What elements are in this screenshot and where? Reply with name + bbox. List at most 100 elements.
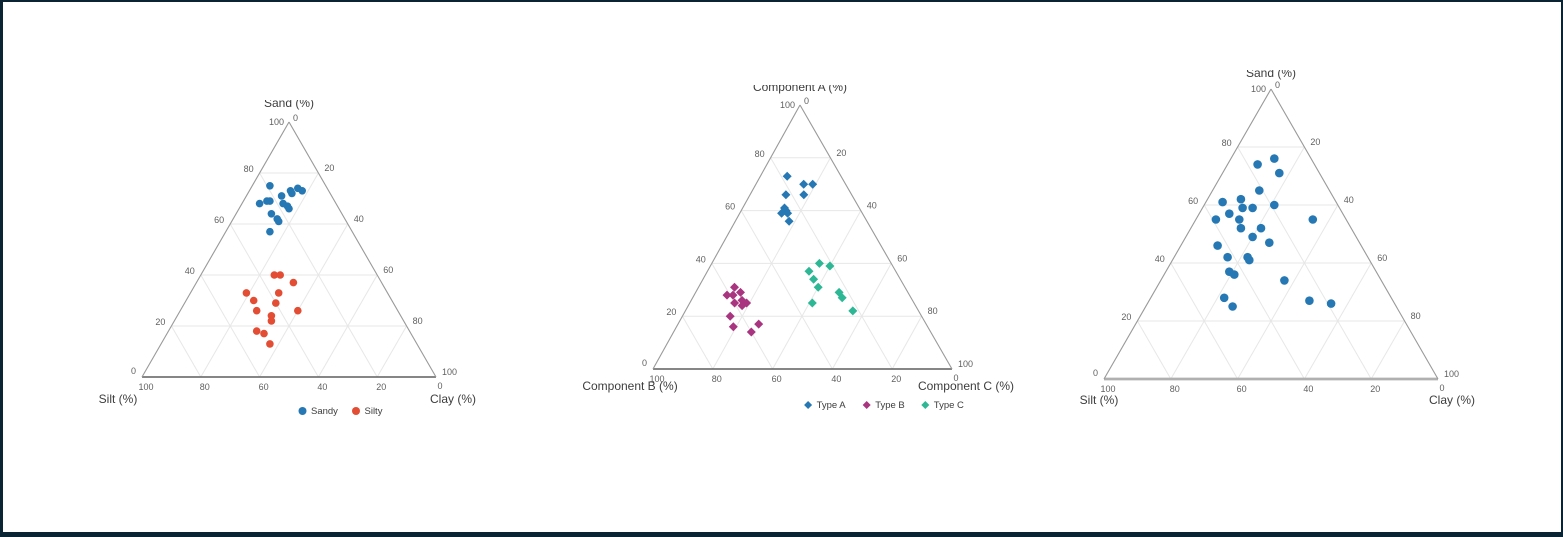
data-point[interactable] — [1248, 232, 1257, 242]
data-point[interactable] — [825, 261, 835, 271]
data-point[interactable] — [249, 296, 258, 305]
data-point[interactable] — [277, 192, 286, 200]
data-point[interactable] — [777, 208, 787, 218]
data-point[interactable] — [799, 179, 809, 189]
data-point[interactable] — [298, 187, 306, 195]
data-point[interactable] — [837, 293, 847, 303]
data-point[interactable] — [266, 340, 274, 348]
data-point[interactable] — [1255, 186, 1264, 195]
data-point[interactable] — [809, 274, 819, 284]
data-point[interactable] — [1230, 270, 1239, 279]
data-point[interactable] — [754, 319, 764, 329]
data-point[interactable] — [274, 217, 283, 226]
data-point[interactable] — [266, 197, 274, 205]
tick-right-axis: 60 — [1377, 253, 1387, 263]
data-point[interactable] — [730, 282, 739, 292]
data-point[interactable] — [742, 298, 752, 308]
data-point[interactable] — [1265, 238, 1274, 247]
data-point[interactable] — [1253, 160, 1262, 169]
tick-left-axis: 60 — [214, 215, 224, 225]
tick-left-axis: 20 — [155, 317, 165, 327]
data-point[interactable] — [285, 204, 293, 213]
ternary-plot-components[interactable]: 100 0 80 60 40 20 0 20 40 60 80 100 100 80 60 40 20 0 Comp… — [580, 85, 1020, 418]
data-point[interactable] — [1225, 209, 1234, 218]
tick-top-left: 100 — [780, 100, 795, 110]
data-point[interactable] — [1326, 299, 1336, 308]
data-point[interactable] — [736, 287, 745, 297]
data-point[interactable] — [808, 179, 818, 189]
tick-bottom-axis: 100 — [649, 374, 664, 384]
data-point[interactable] — [807, 298, 817, 308]
data-point[interactable] — [288, 189, 296, 198]
data-point[interactable] — [1223, 252, 1232, 262]
data-point[interactable] — [799, 190, 809, 200]
data-point[interactable] — [252, 306, 261, 315]
data-point[interactable] — [274, 289, 283, 297]
series-Sandy — [255, 182, 306, 236]
data-point[interactable] — [814, 258, 824, 268]
data-point[interactable] — [276, 271, 284, 279]
data-point[interactable] — [1211, 215, 1221, 224]
data-point[interactable] — [1275, 168, 1284, 178]
data-point[interactable] — [784, 216, 794, 226]
data-point[interactable] — [272, 299, 280, 307]
series-Silty — [242, 271, 302, 348]
data-point[interactable] — [267, 317, 276, 325]
data-point[interactable] — [252, 327, 261, 335]
legend-item-type-c[interactable]: Type C — [921, 400, 964, 411]
data-point[interactable] — [266, 227, 274, 236]
legend-item-type-b[interactable]: Type B — [862, 400, 905, 411]
data-point[interactable] — [260, 329, 268, 338]
data-point[interactable] — [725, 311, 735, 321]
ternary-plot-soil-left[interactable]: 100 0 80 60 40 20 0 20 40 60 80 100 100 80 60 40 20 0 Sand… — [80, 100, 500, 430]
legend-item-type-a[interactable]: Type A — [804, 400, 846, 411]
data-point[interactable] — [813, 282, 823, 292]
data-point[interactable] — [728, 322, 738, 332]
data-point[interactable] — [848, 306, 858, 316]
tick-right-axis: 100 — [1444, 369, 1459, 379]
data-point[interactable] — [722, 290, 732, 300]
data-point[interactable] — [1256, 223, 1266, 233]
data-point[interactable] — [270, 271, 279, 279]
tick-right-axis: 80 — [1411, 311, 1421, 321]
ternary-plot-soil-right[interactable]: 100 0 80 60 40 20 0 20 40 60 80 100 100 80 60 40 20 0 Sand… — [1060, 70, 1520, 415]
data-point[interactable] — [1270, 200, 1279, 210]
legend-item-sandy[interactable]: Sandy — [298, 406, 339, 417]
data-point[interactable] — [728, 290, 738, 300]
data-point[interactable] — [1236, 223, 1246, 233]
legend-item-silty[interactable]: Silty — [352, 406, 383, 417]
data-point[interactable] — [1218, 197, 1227, 207]
data-point[interactable] — [746, 327, 756, 337]
data-point[interactable] — [294, 306, 302, 315]
tick-left-axis: 0 — [1093, 368, 1098, 378]
data-point[interactable] — [1213, 241, 1222, 250]
data-point[interactable] — [1245, 255, 1254, 265]
data-point[interactable] — [267, 210, 276, 218]
data-point[interactable] — [781, 190, 791, 200]
data-point[interactable] — [783, 208, 793, 218]
data-point[interactable] — [255, 199, 264, 208]
data-point[interactable] — [289, 278, 298, 287]
data-point[interactable] — [1236, 194, 1246, 204]
data-point[interactable] — [1305, 296, 1314, 305]
data-point[interactable] — [242, 289, 251, 297]
data-point[interactable] — [1235, 215, 1244, 224]
legend-label: Type B — [875, 400, 905, 411]
data-point[interactable] — [1280, 276, 1289, 285]
data-point[interactable] — [1270, 154, 1279, 163]
data-point[interactable] — [1238, 203, 1247, 213]
data-point[interactable] — [730, 298, 740, 308]
data-point[interactable] — [782, 171, 792, 181]
data-point[interactable] — [1228, 302, 1237, 311]
tick-left-axis: 20 — [1121, 312, 1131, 322]
data-point[interactable] — [1248, 203, 1257, 213]
data-point[interactable] — [1308, 215, 1318, 224]
grid-lines — [681, 157, 923, 370]
data-point[interactable] — [266, 182, 274, 190]
data-point[interactable] — [804, 266, 814, 276]
data-point[interactable] — [1219, 293, 1229, 303]
